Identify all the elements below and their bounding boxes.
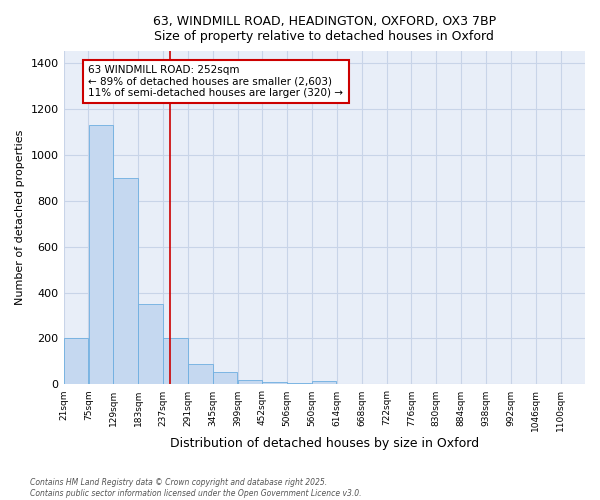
Bar (163, 338, 188, 384)
Bar (64, 338, 88, 384)
X-axis label: Distribution of detached houses by size in Oxford: Distribution of detached houses by size … (170, 437, 479, 450)
Text: Contains HM Land Registry data © Crown copyright and database right 2025.
Contai: Contains HM Land Registry data © Crown c… (30, 478, 361, 498)
Bar (138, 304, 163, 384)
Bar (238, 380, 262, 384)
Bar (89, 124, 113, 384)
Bar (188, 364, 212, 384)
Bar (213, 372, 238, 384)
Bar (262, 382, 287, 384)
Title: 63, WINDMILL ROAD, HEADINGTON, OXFORD, OX3 7BP
Size of property relative to deta: 63, WINDMILL ROAD, HEADINGTON, OXFORD, O… (153, 15, 496, 43)
Bar (312, 381, 337, 384)
Bar (113, 178, 138, 384)
Text: 63 WINDMILL ROAD: 252sqm
← 89% of detached houses are smaller (2,603)
11% of sem: 63 WINDMILL ROAD: 252sqm ← 89% of detach… (88, 65, 343, 98)
Y-axis label: Number of detached properties: Number of detached properties (15, 130, 25, 306)
